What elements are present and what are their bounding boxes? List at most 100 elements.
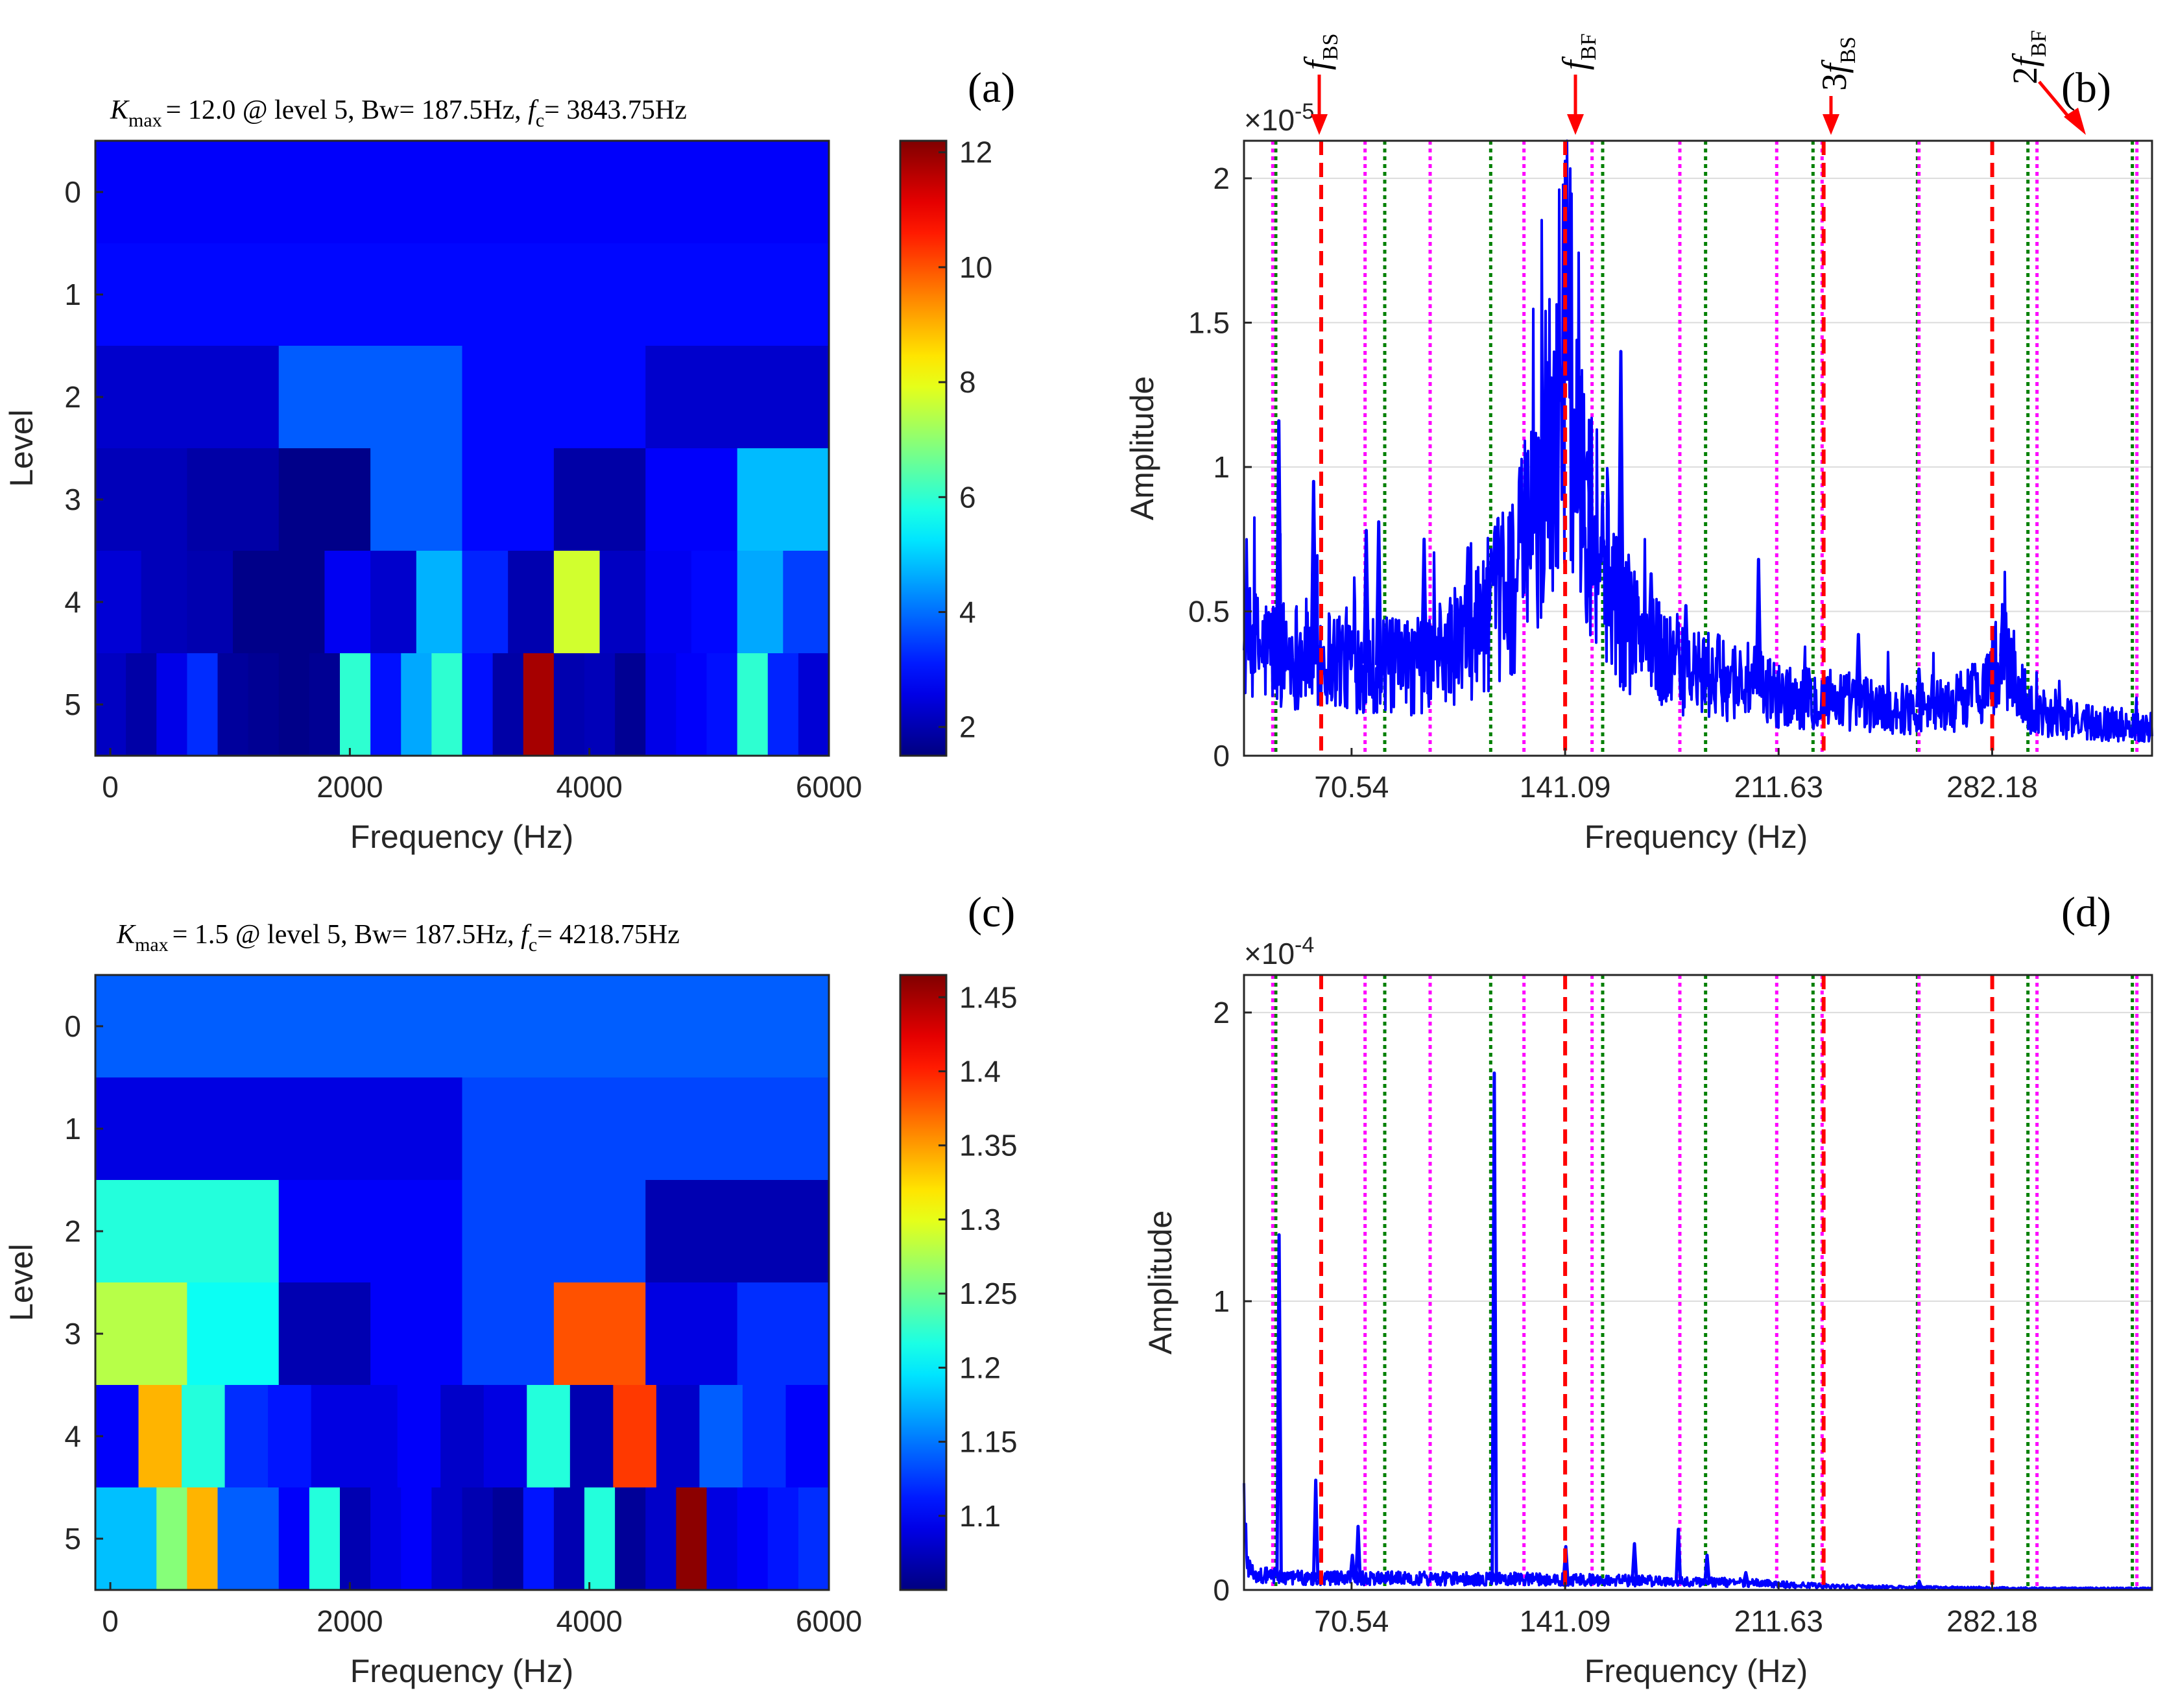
annotation-2fbf: 2fBF: [2005, 30, 2086, 135]
panel-b-label: (b): [2061, 64, 2111, 112]
y-tick-label: 1: [64, 1112, 81, 1146]
y-tick-label: 1: [1213, 450, 1230, 484]
heatmap-cell: [462, 1487, 494, 1591]
panel-a-colorbar: 2 4 6 8 10 12: [899, 136, 992, 757]
colorbar-tick-label: 1.3: [959, 1203, 1001, 1236]
spectrum-peak: [1915, 1580, 1923, 1589]
spectrum-peak: [1915, 668, 1923, 712]
panel-c-xlabel: Frequency (Hz): [350, 1653, 574, 1689]
spectrum-peak: [1562, 1545, 1570, 1581]
heatmap-cell: [584, 653, 616, 756]
heatmap-cell: [431, 653, 463, 756]
colorbar-tick-label: 1.2: [959, 1351, 1001, 1384]
heatmap-cell: [126, 653, 157, 756]
spectrum-peak: [1362, 529, 1370, 673]
heatmap-cell: [599, 551, 646, 654]
heatmap-cell: [217, 1487, 249, 1591]
y-tick-label: 4: [64, 1419, 81, 1453]
heatmap-cell: [370, 448, 463, 551]
panel-c-heatmap-cells: [95, 975, 830, 1591]
heatmap-cell: [95, 1077, 463, 1181]
heatmap-cell: [584, 1487, 616, 1591]
y-tick-label: 4: [64, 585, 81, 619]
heatmap-cell: [462, 1077, 830, 1181]
plot-frame: [1243, 139, 2153, 757]
x-tick-label: 282.18: [1946, 770, 2038, 804]
panel-a-heatmap-cells: [95, 141, 830, 756]
heatmap-cell: [156, 1487, 187, 1591]
heatmap-cell: [233, 551, 280, 654]
plot-background: [1244, 975, 2152, 1590]
y-tick-label: 0: [1213, 1573, 1230, 1607]
heatmap-cell: [95, 243, 463, 346]
annotation-3fbs-label: 3fBS: [1815, 36, 1860, 91]
panel-c-title: Kmax = 1.5 @ level 5, Bw= 187.5Hz, fc= 42…: [116, 920, 680, 956]
heatmap-cell: [645, 551, 692, 654]
heatmap-cell: [370, 653, 401, 756]
spectrum-peak: [1274, 419, 1283, 663]
y-tick-label: 5: [64, 688, 81, 721]
spectrum-peak: [1490, 1071, 1498, 1580]
heatmap-cell: [141, 551, 187, 654]
heatmap-cell: [95, 346, 280, 449]
heatmap-cell: [370, 551, 417, 654]
heatmap-cell: [737, 448, 830, 551]
heatmap-cell: [354, 1385, 398, 1488]
colorbar-tick-label: 6: [959, 480, 976, 514]
spectrum-peak: [1999, 607, 2007, 666]
heatmap-cell: [248, 653, 280, 756]
spectrum-peak: [1348, 1554, 1356, 1580]
y-tick-label: 1: [1213, 1284, 1230, 1318]
heatmap-cell: [95, 975, 830, 1078]
panel-c-label: (c): [968, 889, 1015, 936]
heatmap-cell: [462, 448, 555, 551]
annotation-fbs-label: fBS: [1297, 33, 1343, 70]
heatmap-cell: [645, 346, 830, 449]
heatmap-cell: [656, 1385, 700, 1488]
panel-c-ticks: 0 1 2 3 4 5 0 2000 4000 6000: [64, 1009, 862, 1638]
panel-d-ylabel: Amplitude: [1142, 1210, 1178, 1354]
heatmap-cell: [95, 1180, 280, 1283]
spectrum-peak: [1617, 350, 1625, 622]
heatmap-cell: [95, 1282, 187, 1386]
annotation-fbs-arrowhead: [1311, 114, 1328, 135]
panel-b-plot: 0 0.5 1 1.5 2 70.54 141.09 211.63 282.18: [1188, 139, 2153, 804]
heatmap-cell: [645, 653, 676, 756]
heatmap-cell: [95, 141, 830, 244]
panel-a-title: Kmax = 12.0 @ level 5, Bw= 187.5Hz, fc= 3…: [110, 95, 687, 131]
spectrum-peak: [1742, 1570, 1750, 1584]
panel-d-exponent: ×10-4: [1244, 933, 1314, 970]
heatmap-cell: [309, 653, 341, 756]
panel-c-plot-frame: [94, 974, 830, 1591]
y-tick-label: 3: [64, 483, 81, 516]
x-tick-label: 4000: [556, 1604, 623, 1638]
colorbar-gradient: [899, 139, 948, 757]
heatmap-cell: [523, 653, 555, 756]
annotation-3fbs-arrowhead: [1823, 114, 1839, 135]
panel-b-envelope-spectrum: (b) 0 0.5 1 1.5 2 70.54 141.09 211.63 282.18 ×10…: [1124, 30, 2153, 855]
panel-c-kurtogram: Kmax = 1.5 @ level 5, Bw= 187.5Hz, fc= 42…: [3, 889, 1018, 1689]
colorbar-gradient: [899, 974, 948, 1591]
heatmap-cell: [340, 653, 371, 756]
colorbar-tick-label: 8: [959, 365, 976, 399]
y-tick-label: 2: [64, 380, 81, 414]
panel-b-xlabel: Frequency (Hz): [1585, 819, 1808, 855]
spectrum-peak: [1374, 520, 1383, 675]
heatmap-cell: [187, 551, 233, 654]
panel-d-plot: 0 1 2 70.54 141.09 211.63 282.18: [1213, 974, 2153, 1638]
spectrum-peak: [1674, 1528, 1682, 1583]
heatmap-cell: [324, 551, 371, 654]
heatmap-cell: [785, 1385, 830, 1488]
panel-a-xlabel: Frequency (Hz): [350, 819, 574, 855]
spectrum-peak: [1682, 604, 1690, 678]
x-tick-label: 4000: [556, 770, 623, 804]
heatmap-cell: [401, 1487, 432, 1591]
heatmap-cell: [95, 448, 187, 551]
spectrum-trace: [1243, 1483, 2153, 1591]
spectrum-peak: [1311, 1478, 1320, 1580]
heatmap-cell: [462, 243, 830, 346]
heatmap-cell: [462, 1180, 646, 1283]
heatmap-cell: [187, 1282, 280, 1386]
x-tick-label: 0: [102, 770, 119, 804]
heatmap-cell: [416, 551, 463, 654]
